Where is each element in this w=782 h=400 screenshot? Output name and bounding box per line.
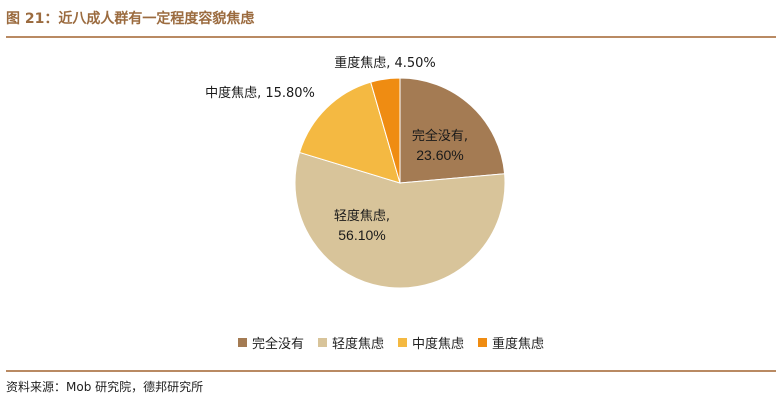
slice-value-label-none: 23.60% xyxy=(416,147,463,163)
figure-title: 图 21：近八成人群有一定程度容貌焦虑 xyxy=(6,11,255,27)
legend-label-severe: 重度焦虑 xyxy=(492,337,545,352)
slice-value-label-mild: 56.10% xyxy=(338,227,385,243)
slice-category-label-none: 完全没有, xyxy=(412,128,468,144)
legend-label-moderate: 中度焦虑 xyxy=(412,337,465,352)
legend-swatch-none xyxy=(237,338,247,347)
figure-source: 资料来源：Mob 研究院，德邦研究所 xyxy=(6,380,204,394)
legend-item-mild: 轻度焦虑 xyxy=(317,333,384,352)
pie-slice-moderate xyxy=(298,81,401,184)
slice-label-severe: 重度焦虑, 4.50% xyxy=(334,55,436,71)
legend-item-none: 完全没有 xyxy=(237,333,304,352)
legend-swatch-severe xyxy=(478,338,488,347)
legend-label-none: 完全没有 xyxy=(251,337,304,352)
source-divider xyxy=(6,370,776,372)
chart-legend: 完全没有 轻度焦虑 中度焦虑 重度焦虑 xyxy=(0,333,782,352)
pie-chart: 完全没有, 23.60% 轻度焦虑, 56.10% 中度焦虑, 15.80% 重度焦虑, … xyxy=(205,55,506,289)
pie-slice-none xyxy=(399,77,506,184)
pie-slice-severe xyxy=(370,77,401,184)
pie-slice-mild xyxy=(294,151,506,289)
pie-labels: 完全没有, 23.60% 轻度焦虑, 56.10% 中度焦虑, 15.80% 重度焦虑, … xyxy=(205,55,468,243)
legend-item-moderate: 中度焦虑 xyxy=(398,333,464,352)
legend-label-mild: 轻度焦虑 xyxy=(331,337,384,352)
legend-item-severe: 重度焦虑 xyxy=(478,333,544,352)
legend-swatch-moderate xyxy=(398,338,407,347)
pie-slices xyxy=(294,77,506,289)
slice-category-label-mild: 轻度焦虑, xyxy=(334,208,390,224)
title-divider xyxy=(6,36,776,38)
legend-swatch-mild xyxy=(317,338,327,347)
slice-label-moderate: 中度焦虑, 15.80% xyxy=(205,85,315,101)
